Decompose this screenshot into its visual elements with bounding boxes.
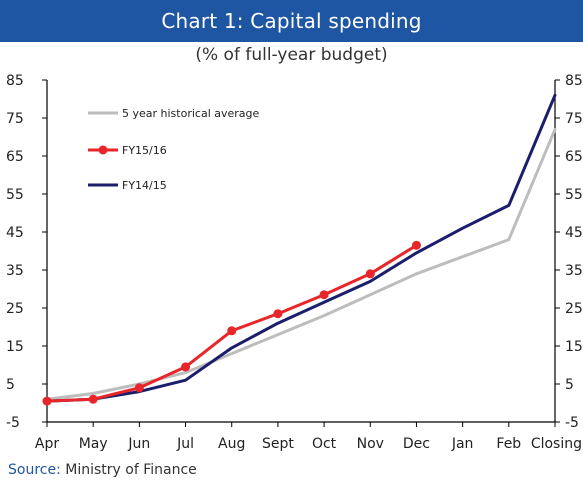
legend-marker xyxy=(98,145,108,155)
y-tick-label-right: 45 xyxy=(565,225,583,241)
x-tick-label: Dec xyxy=(403,436,430,452)
y-tick-label-left: 45 xyxy=(6,225,24,241)
line-chart: 85 75 65 55 45 35 25 15 5 -5 85 75 65 55 45 35 25 15 5 -5 Ap… xyxy=(6,73,583,452)
x-tick-label: Feb xyxy=(496,436,521,452)
data-point xyxy=(181,362,191,372)
source-note: Source: Ministry of Finance xyxy=(8,462,197,478)
legend-label: FY15/16 xyxy=(122,144,167,157)
data-point xyxy=(42,396,52,406)
y-tick-label-right: 25 xyxy=(565,301,583,317)
x-tick-label: Aug xyxy=(218,436,245,452)
x-tick-label: Oct xyxy=(312,436,337,452)
x-tick-label: Jul xyxy=(176,436,194,452)
data-point xyxy=(273,309,283,319)
y-tick-label-right: 75 xyxy=(565,111,583,127)
data-point xyxy=(134,383,144,393)
chart-title: Chart 1: Capital spending xyxy=(0,0,583,42)
y-tick-label-left: 25 xyxy=(6,301,24,317)
y-tick-label-left: -5 xyxy=(6,415,20,431)
y-tick-label-right: 55 xyxy=(565,187,583,203)
legend-label: FY14/15 xyxy=(122,179,167,192)
y-tick-label-left: 75 xyxy=(6,111,24,127)
data-point xyxy=(319,290,329,300)
y-tick-label-left: 65 xyxy=(6,149,24,165)
y-tick-label-left: 15 xyxy=(6,339,24,355)
x-tick-label: Jan xyxy=(451,436,474,452)
y-tick-label-right: 15 xyxy=(565,339,583,355)
series-line xyxy=(45,127,557,401)
chart-legend: 5 year historical average FY15/16 FY14/15 xyxy=(88,107,260,192)
data-point xyxy=(88,394,98,404)
source-label: Source: xyxy=(8,462,61,478)
series-line xyxy=(45,243,418,403)
chart-subtitle: (% of full-year budget) xyxy=(195,45,388,65)
series-line xyxy=(45,93,557,403)
y-tick-label-right: 5 xyxy=(565,377,574,393)
chart-lines xyxy=(42,93,557,406)
chart-ticks: 85 75 65 55 45 35 25 15 5 -5 85 75 65 55 45 35 25 15 5 -5 Ap… xyxy=(6,73,583,452)
legend-label: 5 year historical average xyxy=(122,107,260,120)
y-tick-label-left: 35 xyxy=(6,263,24,279)
y-tick-label-left: 5 xyxy=(6,377,15,393)
data-point xyxy=(411,240,421,250)
x-tick-label: Sept xyxy=(262,436,294,452)
y-tick-label-right: 85 xyxy=(565,73,583,89)
source-text: Ministry of Finance xyxy=(65,462,197,478)
x-tick-label: Jun xyxy=(127,436,150,452)
chart-axes xyxy=(46,80,556,423)
y-tick-label-left: 85 xyxy=(6,73,24,89)
y-tick-label-left: 55 xyxy=(6,187,24,203)
x-tick-label: May xyxy=(79,436,108,452)
data-point xyxy=(365,269,375,279)
x-tick-label: Apr xyxy=(35,436,59,452)
y-tick-label-right: 65 xyxy=(565,149,583,165)
y-tick-label-right: -5 xyxy=(565,415,579,431)
x-tick-label: Nov xyxy=(357,436,384,452)
x-tick-label: Closing xyxy=(531,436,582,452)
y-tick-label-right: 35 xyxy=(565,263,583,279)
data-point xyxy=(227,326,237,336)
